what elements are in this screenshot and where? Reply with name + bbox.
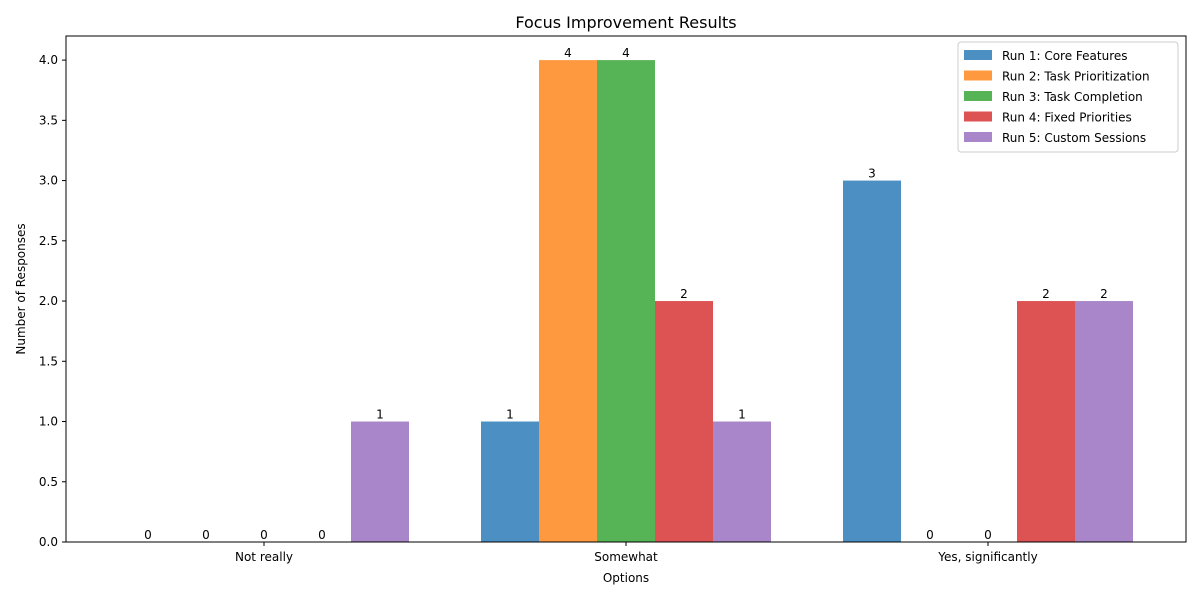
chart-title: Focus Improvement Results bbox=[515, 13, 736, 32]
bar-value-label: 0 bbox=[260, 528, 268, 542]
bar bbox=[655, 301, 713, 542]
bar-value-label: 1 bbox=[376, 408, 384, 422]
legend-swatch bbox=[964, 50, 992, 60]
y-tick-label: 3.5 bbox=[39, 113, 58, 127]
x-axis: Not really Somewhat Yes, significantly bbox=[235, 542, 1038, 564]
y-tick-label: 0.0 bbox=[39, 535, 58, 549]
y-tick-label: 1.5 bbox=[39, 354, 58, 368]
y-tick-label: 0.5 bbox=[39, 475, 58, 489]
legend-label: Run 5: Custom Sessions bbox=[1002, 131, 1146, 145]
y-axis-label: Number of Responses bbox=[14, 223, 28, 354]
bar-value-label: 1 bbox=[506, 408, 514, 422]
x-tick-label: Somewhat bbox=[594, 550, 658, 564]
legend-swatch bbox=[964, 111, 992, 122]
bar bbox=[1017, 301, 1075, 542]
bar-value-label: 3 bbox=[868, 167, 876, 181]
x-axis-label: Options bbox=[603, 571, 649, 585]
plot-frame bbox=[65, 35, 1187, 543]
bar-value-label: 0 bbox=[318, 528, 326, 542]
bar-value-label: 2 bbox=[1100, 287, 1108, 301]
x-tick-label: Not really bbox=[235, 550, 293, 564]
y-axis: 0.0 0.5 1.0 1.5 2.0 2.5 3.0 3.5 4.0 bbox=[39, 53, 66, 549]
legend-swatch bbox=[964, 91, 992, 101]
bar-value-label: 2 bbox=[680, 287, 688, 301]
legend-box bbox=[957, 41, 1179, 153]
y-tick-label: 3.0 bbox=[39, 174, 58, 188]
legend-swatch bbox=[964, 132, 992, 142]
legend-swatch bbox=[964, 70, 992, 81]
bar bbox=[597, 60, 655, 542]
legend-label: Run 3: Task Completion bbox=[1002, 90, 1143, 104]
bar bbox=[843, 180, 901, 543]
y-tick-label: 2.5 bbox=[39, 234, 58, 248]
bar bbox=[713, 421, 771, 542]
bar-value-label: 0 bbox=[144, 528, 152, 542]
y-tick-label: 1.0 bbox=[39, 415, 58, 429]
legend-label: Run 2: Task Prioritization bbox=[1002, 70, 1150, 84]
bar bbox=[539, 60, 597, 542]
bar bbox=[351, 421, 409, 542]
bar-value-label: 1 bbox=[738, 408, 746, 422]
y-tick-label: 4.0 bbox=[39, 53, 58, 67]
bar-value-label: 0 bbox=[202, 528, 210, 542]
bar-value-label: 4 bbox=[622, 46, 630, 60]
bar bbox=[481, 421, 539, 542]
bar-value-label: 2 bbox=[1042, 287, 1050, 301]
bars-group bbox=[351, 60, 1133, 543]
legend-label: Run 1: Core Features bbox=[1002, 49, 1128, 63]
y-tick-label: 2.0 bbox=[39, 294, 58, 308]
bar-value-label: 4 bbox=[564, 46, 572, 60]
bar-value-label: 0 bbox=[926, 528, 934, 542]
x-tick-label: Yes, significantly bbox=[937, 550, 1037, 564]
legend: Run 1: Core Features Run 2: Task Prioriti… bbox=[957, 41, 1179, 153]
legend-label: Run 4: Fixed Priorities bbox=[1002, 111, 1132, 125]
bar bbox=[1075, 301, 1133, 542]
bar-labels-group: 0 0 0 0 1 1 4 4 2 1 3 0 0 2 2 bbox=[144, 46, 1108, 542]
bar-value-label: 0 bbox=[984, 528, 992, 542]
